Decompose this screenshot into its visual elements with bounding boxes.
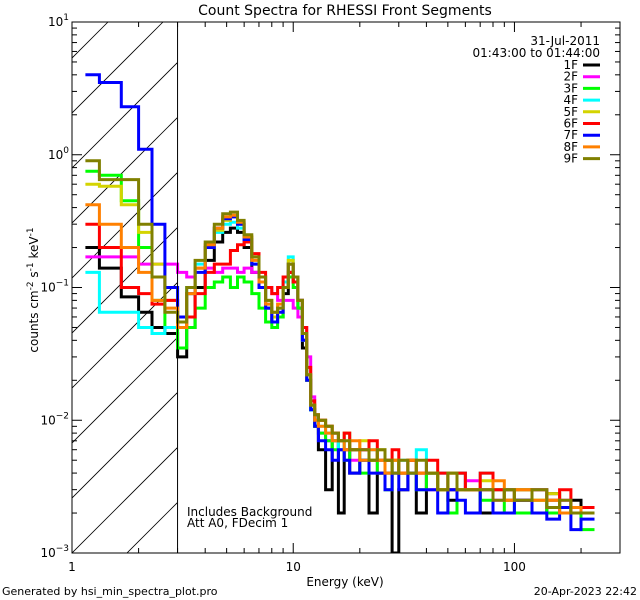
- series-line-7F: [85, 73, 595, 532]
- legend-label-9F: 9F: [563, 152, 578, 166]
- hatched-region: [72, 22, 640, 553]
- series-line-6F: [85, 222, 595, 515]
- y-axis-label: counts cm-2 s-1 keV-1: [26, 227, 41, 352]
- legend-label-3F: 3F: [563, 81, 578, 95]
- y-tick-label: 10−1: [40, 279, 69, 295]
- legend: 31-Jul-2011 01:43:00 to 01:44:00 1F2F3F4…: [473, 34, 600, 166]
- hatch-line: [72, 22, 164, 114]
- annotation-background: Includes Background: [187, 505, 312, 519]
- x-axis-label: Energy (keV): [306, 575, 383, 589]
- series-line-4F: [85, 220, 595, 515]
- x-tick-label: 100: [503, 560, 526, 574]
- legend-label-4F: 4F: [563, 93, 578, 107]
- plot-frame: [71, 21, 621, 554]
- annotation-attenuator: Att A0, FDecim 1: [187, 516, 288, 530]
- chart-title: Count Spectra for RHESSI Front Segments: [198, 3, 492, 19]
- series-line-2F: [85, 255, 595, 515]
- series-line-8F: [85, 203, 595, 515]
- hatch-line: [72, 447, 177, 553]
- x-tick-label: 1: [68, 560, 76, 574]
- y-tick-label: 10−3: [40, 544, 69, 560]
- legend-label-6F: 6F: [563, 117, 578, 131]
- series-group: [85, 73, 595, 553]
- y-tick-label: 10−2: [40, 411, 69, 427]
- series-line-9F: [85, 159, 595, 515]
- legend-label-8F: 8F: [563, 140, 578, 154]
- y-tick-label: 101: [48, 13, 69, 29]
- hatch-line: [622, 22, 640, 553]
- legend-label-1F: 1F: [563, 58, 578, 72]
- hatch-line: [72, 62, 177, 169]
- footer-generated-by: Generated by hsi_min_spectra_plot.pro: [2, 585, 218, 598]
- legend-label-7F: 7F: [563, 128, 578, 142]
- legend-time-range: 01:43:00 to 01:44:00: [473, 46, 600, 60]
- hatch-line: [72, 227, 177, 334]
- hatch-line: [72, 392, 177, 499]
- y-tick-label: 100: [48, 146, 69, 162]
- legend-date: 31-Jul-2011: [530, 34, 600, 48]
- footer-timestamp: 20-Apr-2023 22:42: [534, 585, 637, 598]
- x-tick-label: 10: [286, 560, 301, 574]
- legend-label-2F: 2F: [563, 70, 578, 84]
- legend-label-5F: 5F: [563, 105, 578, 119]
